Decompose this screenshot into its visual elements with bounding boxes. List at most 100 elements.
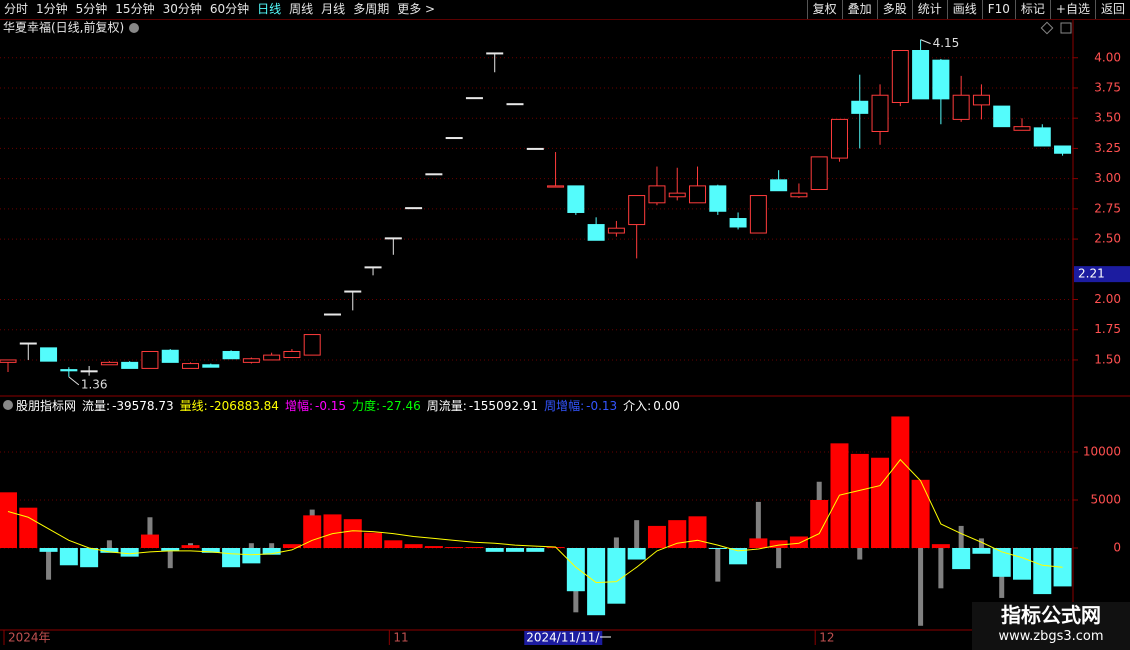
secondary-bar: [857, 548, 863, 560]
y-tick-label: 3.50: [1094, 111, 1121, 125]
menu-icon[interactable]: [3, 400, 13, 410]
x-tick-label: 12: [819, 631, 834, 645]
candle-body: [182, 363, 200, 369]
legend-value: -0.13: [586, 399, 618, 413]
tab[interactable]: 5分钟: [75, 2, 108, 16]
candle-body: [100, 361, 118, 366]
candle-body: [263, 354, 281, 361]
candle-body: [932, 59, 950, 100]
candle-body: [506, 103, 524, 106]
bar: [181, 545, 200, 549]
secondary-bar: [776, 548, 782, 569]
button[interactable]: 返回: [1094, 0, 1130, 19]
legend-label: 周增幅:: [544, 399, 585, 413]
button[interactable]: 叠加: [841, 0, 877, 19]
candle-body: [323, 313, 341, 316]
secondary-bar: [248, 543, 254, 549]
candle-body: [364, 266, 382, 269]
secondary-bar: [613, 537, 619, 549]
secondary-bar: [106, 540, 112, 549]
period-tabs: 分时 1分钟 5分钟 15分钟 30分钟 60分钟 日线 周线 月线 多周期 更多 >: [0, 0, 1130, 19]
bar: [607, 548, 626, 604]
candle-body: [547, 185, 565, 188]
annotation-line: [920, 39, 931, 45]
bar: [19, 507, 38, 549]
button[interactable]: 复权: [806, 0, 842, 19]
bar: [1033, 548, 1052, 595]
y-tick-label: 3.00: [1094, 171, 1121, 185]
toolbar: 分时 1分钟 5分钟 15分钟 30分钟 60分钟 日线 周线 月线 多周期 更多 > 复权 叠加 多股…: [0, 0, 1130, 20]
tab[interactable]: 15分钟: [115, 2, 155, 16]
cursor-date-box: [524, 631, 603, 645]
tab[interactable]: 更多 >: [397, 2, 436, 16]
legend-value: -39578.73: [112, 399, 174, 413]
secondary-bar: [938, 548, 944, 589]
bar: [262, 548, 281, 555]
y-tick-label: 3.25: [1094, 141, 1121, 155]
secondary-bar: [958, 525, 964, 549]
candle-body: [445, 137, 463, 140]
legend-value: 0.00: [653, 399, 680, 413]
menu-icon[interactable]: [129, 23, 139, 33]
y-tick-label: 4.00: [1094, 50, 1121, 64]
candle-body: [283, 350, 301, 359]
bar: [789, 536, 808, 549]
button[interactable]: 统计: [911, 0, 947, 19]
bar: [424, 546, 443, 549]
bar: [992, 548, 1011, 577]
bar: [526, 548, 545, 552]
bar: [506, 548, 524, 552]
annotation: 1.36: [81, 377, 108, 391]
candle-body: [384, 237, 402, 240]
icon[interactable]: [1060, 22, 1072, 34]
candle-body: [202, 364, 220, 368]
candle-body: [689, 185, 707, 204]
candle-body: [668, 192, 686, 198]
candle-body: [648, 185, 666, 204]
button[interactable]: 标记: [1014, 0, 1050, 19]
bar: [769, 540, 788, 549]
tab[interactable]: 周线: [289, 2, 314, 16]
button[interactable]: +自选: [1049, 0, 1095, 19]
y-tick-label: 0: [1113, 541, 1121, 555]
bar: [708, 548, 727, 550]
candle-body: [871, 94, 889, 132]
icon[interactable]: [1040, 21, 1054, 35]
tab[interactable]: 月线: [321, 2, 346, 16]
candle-body: [121, 361, 139, 369]
legend-label: 增幅:: [284, 399, 313, 413]
legend-value: -206883.84: [209, 399, 279, 413]
indicator-legend: 股朋指标网 流量: -39578.73 量线: -206883.84 增幅: -0.15 力度…: [4, 397, 686, 414]
candle-body: [749, 195, 767, 234]
y-tick-label: 5000: [1090, 492, 1121, 506]
y-tick-label: 2.50: [1094, 232, 1121, 246]
tab[interactable]: 60分钟: [209, 2, 250, 16]
button[interactable]: 多股: [876, 0, 912, 19]
candle-body: [851, 100, 869, 114]
candle-body: [790, 192, 808, 198]
legend-label: 量线:: [179, 399, 208, 413]
button[interactable]: 画线: [946, 0, 982, 19]
bar: [343, 519, 362, 549]
candle-body: [1013, 126, 1031, 131]
button[interactable]: F10: [981, 0, 1015, 19]
secondary-bar: [978, 538, 984, 549]
tab[interactable]: 多周期: [353, 2, 390, 16]
candle-body: [141, 350, 159, 369]
tool-buttons: 复权 叠加 多股 统计 画线 F10 标记 +自选 返回: [806, 0, 1130, 19]
tab[interactable]: 日线: [257, 2, 282, 16]
watermark-url: www.zbgs3.com: [998, 629, 1104, 644]
legend-label: 介入:: [623, 399, 652, 413]
tab[interactable]: 1分钟: [36, 2, 68, 16]
bar: [485, 548, 504, 552]
bar: [627, 548, 646, 560]
tab[interactable]: 分时: [4, 2, 29, 16]
x-tick-label: 11: [393, 631, 408, 645]
candle-body: [729, 218, 747, 228]
tab[interactable]: 30分钟: [162, 2, 202, 16]
candle-body: [993, 105, 1011, 128]
bar: [282, 544, 301, 549]
bar: [952, 548, 971, 570]
bar: [810, 499, 829, 549]
